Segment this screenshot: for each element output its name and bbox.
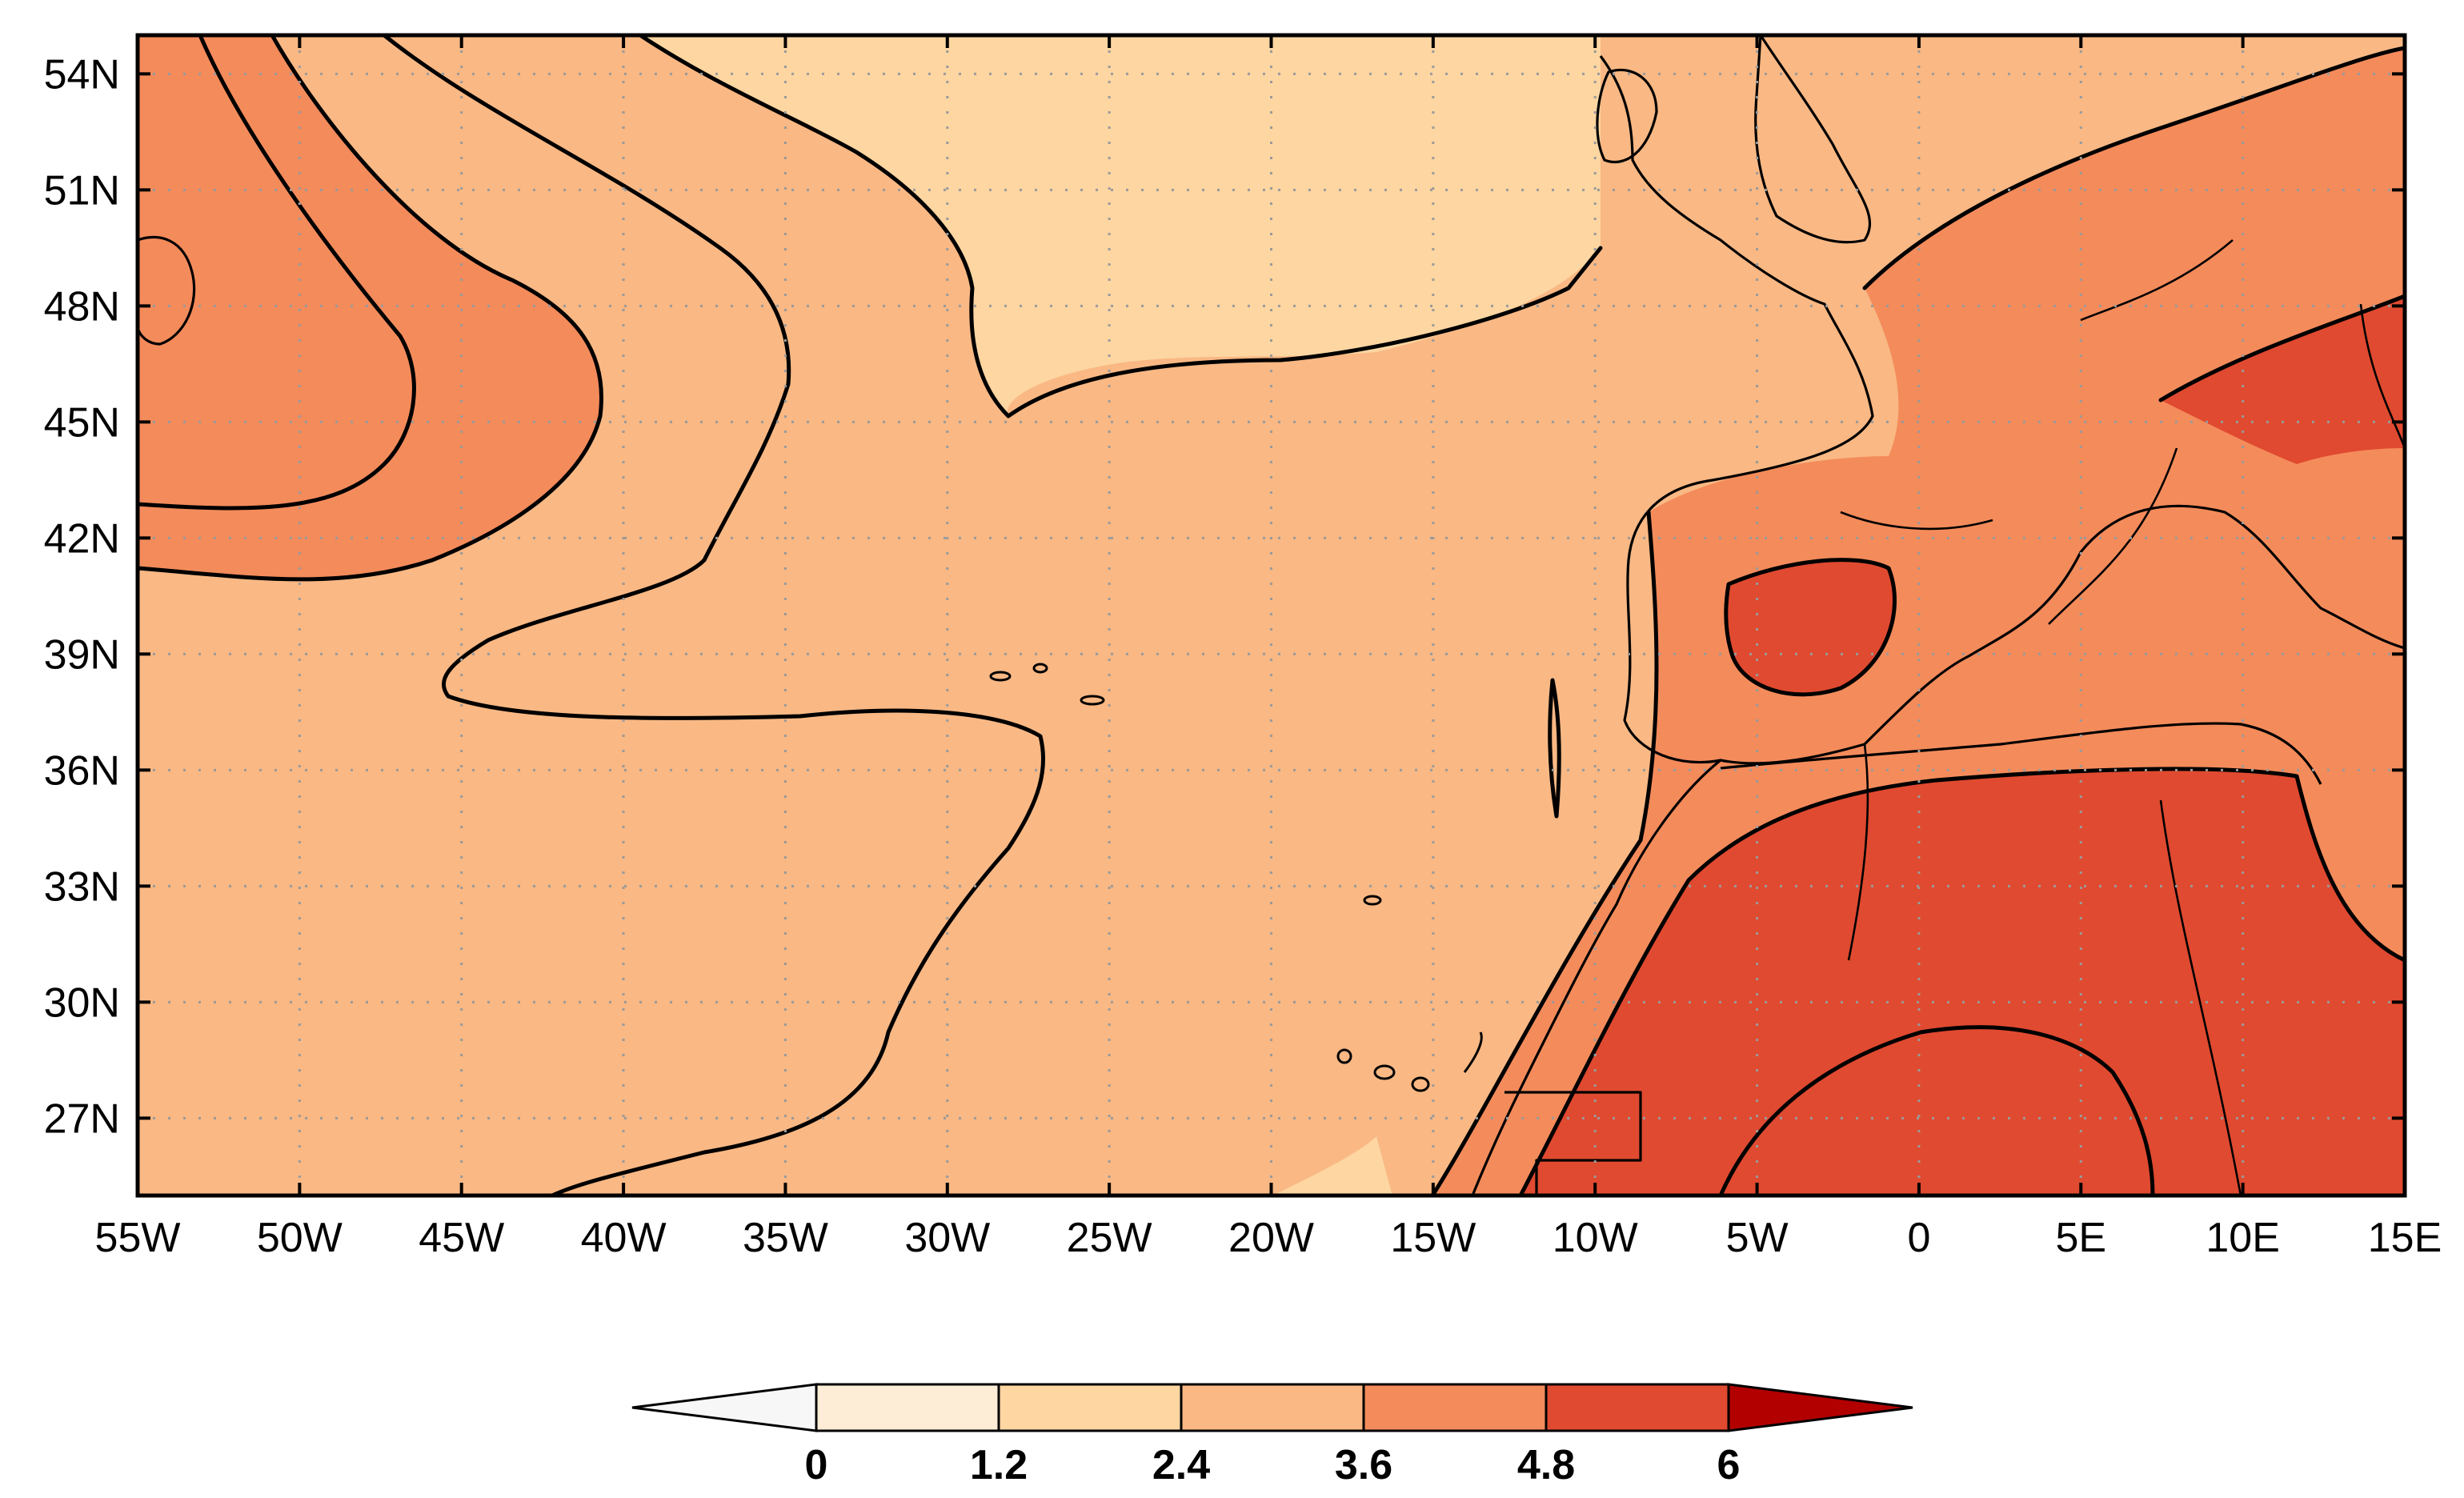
x-tick-label: 0 [1907, 1215, 1930, 1261]
y-tick-label: 48N [44, 283, 120, 330]
x-tick-label: 15W [1390, 1215, 1476, 1261]
y-tick-label: 33N [44, 863, 120, 910]
x-tick-label: 20W [1228, 1215, 1314, 1261]
x-tick-label: 10W [1553, 1215, 1638, 1261]
contour-line-9 [1718, 1025, 2155, 1196]
contour-line-3 [138, 35, 416, 511]
y-tick-label: 36N [44, 747, 120, 794]
coastline-ireland [1596, 68, 1658, 164]
contour-line-7 [1518, 767, 2405, 1196]
canary-islands [1336, 1031, 1483, 1092]
colorbar-swatch [1180, 1383, 1365, 1432]
colorbar-level-label: 0 [805, 1442, 828, 1488]
coastline-britain [1754, 35, 1872, 244]
colorbar-level-label: 3.6 [1335, 1442, 1392, 1488]
y-tick-label: 51N [44, 167, 120, 214]
contour-fill-4.8-6-sahara [1520, 768, 2405, 1196]
contour-line-5 [1724, 558, 1897, 697]
y-tick-label: 45N [44, 399, 120, 446]
colorbar-level-label: 6 [1717, 1442, 1741, 1488]
box-outline [1504, 1091, 1642, 1196]
x-tick-label: 10E [2206, 1215, 2280, 1261]
colorbar-extend-low [631, 1383, 818, 1432]
contour-line-1 [638, 35, 1603, 419]
colorbar-level-label: 4.8 [1517, 1442, 1575, 1488]
island-azores-2 [1032, 663, 1048, 674]
x-tick-label: 35W [743, 1215, 828, 1261]
x-tick-label: 15E [2368, 1215, 2442, 1261]
y-tick-label: 39N [44, 631, 120, 678]
colorbar-swatch [815, 1383, 1000, 1432]
x-tick-label: 55W [95, 1215, 181, 1261]
colorbar-level-label: 1.2 [970, 1442, 1028, 1488]
x-tick-label: 25W [1067, 1215, 1152, 1261]
plot-area [138, 35, 2405, 1196]
x-tick-label: 5E [2055, 1215, 2106, 1261]
x-tick-label: 45W [419, 1215, 504, 1261]
coastline-africa [1471, 759, 1721, 1196]
colorbar-extend-high [1727, 1383, 1913, 1432]
y-tick-label: 54N [44, 51, 120, 98]
contour-line-8 [2158, 294, 2405, 403]
country-borders [1840, 239, 2405, 1196]
island-azores-3 [1080, 695, 1105, 706]
contour-fill-3.6-4.8-inner [138, 35, 415, 508]
colorbar-swatch [1545, 1383, 1730, 1432]
contour-fill-1.2-2.4-north [640, 35, 1601, 416]
coastline-newfoundland [138, 235, 196, 346]
x-axis: 55W 50W 45W 40W 35W 30W 25W 20W 15W 10W 5W 0 5E 10E 15… [95, 35, 2442, 1261]
colorbar-level-label: 2.4 [1152, 1442, 1210, 1488]
x-tick-label: 5W [1726, 1215, 1789, 1261]
y-tick-label: 27N [44, 1095, 120, 1142]
colorbar-swatch [997, 1383, 1183, 1432]
y-axis: 54N 51N 48N 45N 42N 39N 36N 33N 30N 27N [44, 51, 2405, 1142]
y-tick-label: 42N [44, 515, 120, 562]
contour-line-10 [1430, 510, 1659, 1196]
colorbar-swatch [1362, 1383, 1548, 1432]
x-tick-label: 50W [257, 1215, 343, 1261]
x-tick-label: 30W [904, 1215, 990, 1261]
contour-line-2 [382, 35, 1046, 1196]
contour-line-madeira-contour [1548, 678, 1561, 819]
island-azores-1 [989, 671, 1012, 682]
x-tick-label: 40W [581, 1215, 667, 1261]
coastline-north-africa [1720, 722, 2322, 785]
island-madeira [1363, 895, 1382, 906]
y-tick-label: 30N [44, 979, 120, 1026]
contour-line-6 [1862, 46, 2405, 290]
contour-fill-1.2-2.4-south [1272, 1136, 1392, 1196]
graticule-grid [138, 35, 2405, 1196]
contour-fill-4.8-6-iberia [1725, 559, 1895, 695]
colorbar: 0 1.2 2.4 3.6 4.8 6 [631, 1383, 1913, 1488]
contour-line-4 [138, 35, 603, 582]
